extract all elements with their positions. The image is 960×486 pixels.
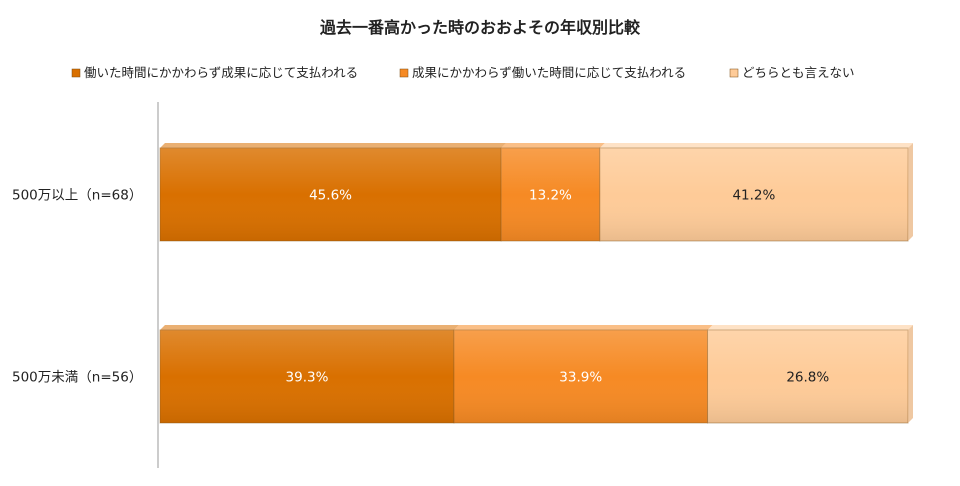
- bar-top-face: [599, 143, 913, 148]
- data-label: 26.8%: [786, 370, 829, 386]
- legend-swatch: [399, 68, 409, 78]
- chart-title: 過去一番高かった時のおおよその年収別比較: [319, 18, 641, 37]
- category-labels: 500万以上（n=68） 500万未満（n=56）: [12, 188, 142, 386]
- legend: 働いた時間にかかわらず成果に応じて支払われる 成果にかかわらず働いた時間に応じて支…: [71, 65, 855, 80]
- bar-side-face: [908, 325, 913, 423]
- legend-label: 成果にかかわらず働いた時間に応じて支払われる: [412, 65, 686, 80]
- bar-top-face: [707, 325, 913, 330]
- legend-swatch: [729, 68, 739, 78]
- legend-label: どちらとも言えない: [742, 65, 855, 80]
- bar-top-face: [160, 143, 507, 148]
- bar-top-face: [160, 325, 459, 330]
- bar-shading: [599, 148, 908, 241]
- bar-shading: [501, 148, 600, 241]
- data-label: 41.2%: [732, 188, 775, 204]
- bar-shading: [707, 330, 908, 423]
- data-label: 39.3%: [286, 370, 329, 386]
- bar-side-face: [908, 143, 913, 241]
- bar-shading: [160, 148, 502, 241]
- category-label: 500万未満（n=56）: [12, 370, 142, 386]
- bar-shading: [160, 330, 454, 423]
- category-label: 500万以上（n=68）: [12, 188, 142, 204]
- legend-label: 働いた時間にかかわらず成果に応じて支払われる: [84, 65, 358, 80]
- bar-shading: [453, 330, 708, 423]
- plot-area: 45.6% 13.2% 41.2% 39.3% 33.9% 26.8%: [159, 143, 913, 424]
- data-label: 45.6%: [309, 188, 352, 204]
- bar-top-face: [453, 325, 713, 330]
- data-label: 33.9%: [559, 370, 602, 386]
- legend-swatch: [71, 68, 81, 78]
- bar-top-face: [501, 143, 605, 148]
- data-label: 13.2%: [529, 188, 572, 204]
